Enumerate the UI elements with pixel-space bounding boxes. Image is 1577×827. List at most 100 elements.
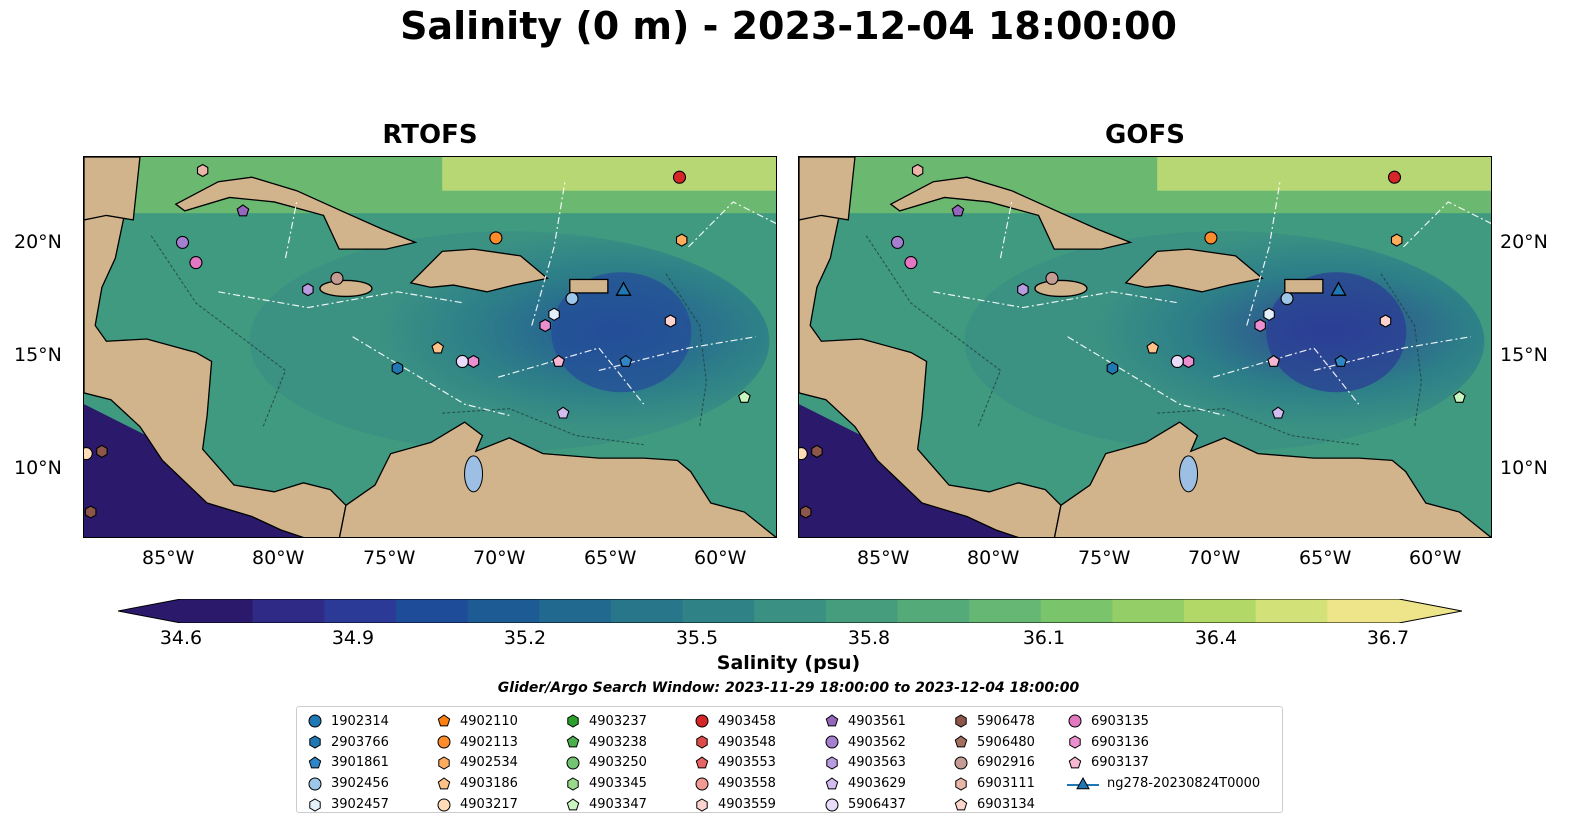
puerto-rico-land [1284,278,1324,294]
argo-float-marker [1106,361,1119,375]
colorbar-tick-5: 36.1 [1022,627,1066,649]
colorbar-bin [1327,599,1400,623]
legend-item: 4903237 [565,711,647,732]
hispaniola-land [409,248,549,293]
eastern-caribbean-eddy [551,272,692,393]
legend-marker-icon [566,756,580,770]
legend-marker-icon [438,756,450,770]
legend-label: 4903558 [718,776,776,792]
bathymetry-contour [1380,273,1422,427]
legend-marker-icon [1067,776,1099,790]
legend-marker-icon [437,735,451,749]
legend-marker-icon [695,777,709,791]
legend-item: 3902457 [307,794,389,815]
gofs-map [798,156,1492,538]
argo-float-marker [951,204,965,217]
colorbar [117,598,1463,624]
argo-float-marker [1204,231,1218,245]
argo-float-marker [619,354,633,367]
argo-float-marker [196,163,209,178]
pacific-low-salinity [84,404,306,537]
colorbar-tick-6: 36.4 [1194,627,1238,649]
colorbar-bin [1040,599,1114,623]
legend-item: 4903561 [824,711,906,732]
argo-float-marker [302,282,314,297]
legend-item: 6902916 [953,753,1035,774]
colorbar-bin [1112,599,1185,623]
lake-maracaibo [1179,455,1199,493]
legend-item: 6903111 [953,773,1035,794]
legend-item: 4903458 [694,711,776,732]
legend-item: 4903548 [694,732,776,753]
legend-marker-icon [567,777,579,791]
lat-label-15n-right: 15°N [1500,344,1548,366]
legend-marker-icon [566,797,580,810]
legend-label: 4903345 [589,776,647,792]
lon-label-75w-left: 75°W [363,547,416,569]
eez-boundary [688,201,776,248]
legend-marker-icon [1068,756,1082,769]
eez-boundary [999,201,1013,259]
argo-float-marker [1146,341,1160,354]
colorbar-bin [825,599,899,623]
lon-label-70w-left: 70°W [473,547,526,569]
colorbar-bin [682,599,755,623]
eez-boundary [497,347,645,405]
legend-marker-icon [567,714,579,728]
legend-label: 6903134 [977,797,1035,813]
legend-label: 4903553 [718,755,776,771]
legend-item: 4902110 [436,711,518,732]
colorbar-bin [252,599,326,623]
colorbar-gradient [117,598,1463,624]
legend-label: 4903250 [589,755,647,771]
colorbar-bin [969,599,1042,623]
legend-column: 1902314 2903766 3901861 3902456 3902457 [307,711,389,815]
eez-boundary [531,179,566,326]
legend-item: 4902534 [436,753,518,774]
legend-item: 4903553 [694,753,776,774]
legend-marker-icon [1069,735,1081,749]
legend-label: 4903347 [589,797,647,813]
eastern-caribbean-eddy [1266,272,1407,393]
argo-float-marker [556,406,570,419]
argo-float-marker [1263,307,1275,321]
argo-float-marker [1045,271,1059,285]
central-america-land [799,189,1062,537]
argo-float-marker [455,354,469,369]
colorbar-tick-2: 35.2 [503,627,547,649]
lon-label-60w-left: 60°W [694,547,747,569]
argo-float-marker [1170,354,1184,369]
legend-item: 6903137 [1067,753,1260,774]
map-canvas [799,157,1491,537]
hispaniola-land [1124,248,1264,293]
argo-float-marker [1267,354,1280,367]
legend-item: 6903135 [1067,711,1260,732]
legend-label: 4903562 [848,734,906,750]
argo-float-marker [552,354,565,367]
pacific-low-salinity [799,404,1021,537]
legend: 1902314 2903766 3901861 3902456 3902457 49021… [296,706,1283,813]
jamaica-land [319,279,373,298]
legend-marker-icon [437,777,451,790]
legend-label: 4903548 [718,734,776,750]
colorbar-bin [395,599,469,623]
eez-boundary [284,201,298,259]
legend-marker-icon [696,735,708,749]
argo-float-marker [330,271,344,285]
legend-item: 4903558 [694,773,776,794]
lon-label-65w-left: 65°W [584,547,637,569]
colorbar-tick-3: 35.5 [675,627,719,649]
legend-marker-icon [955,714,967,728]
legend-item: 4903345 [565,773,647,794]
eez-boundary [1067,336,1225,416]
argo-float-marker [911,163,924,178]
argo-float-marker [664,314,677,328]
legend-label: 4903237 [589,713,647,729]
argo-float-marker [84,447,93,461]
legend-item: 2903766 [307,732,389,753]
argo-float-marker [236,204,250,217]
legend-label: 4903217 [460,797,518,813]
legend-item: 5906478 [953,711,1035,732]
argo-float-marker [1271,406,1285,419]
legend-label: 4903458 [718,713,776,729]
